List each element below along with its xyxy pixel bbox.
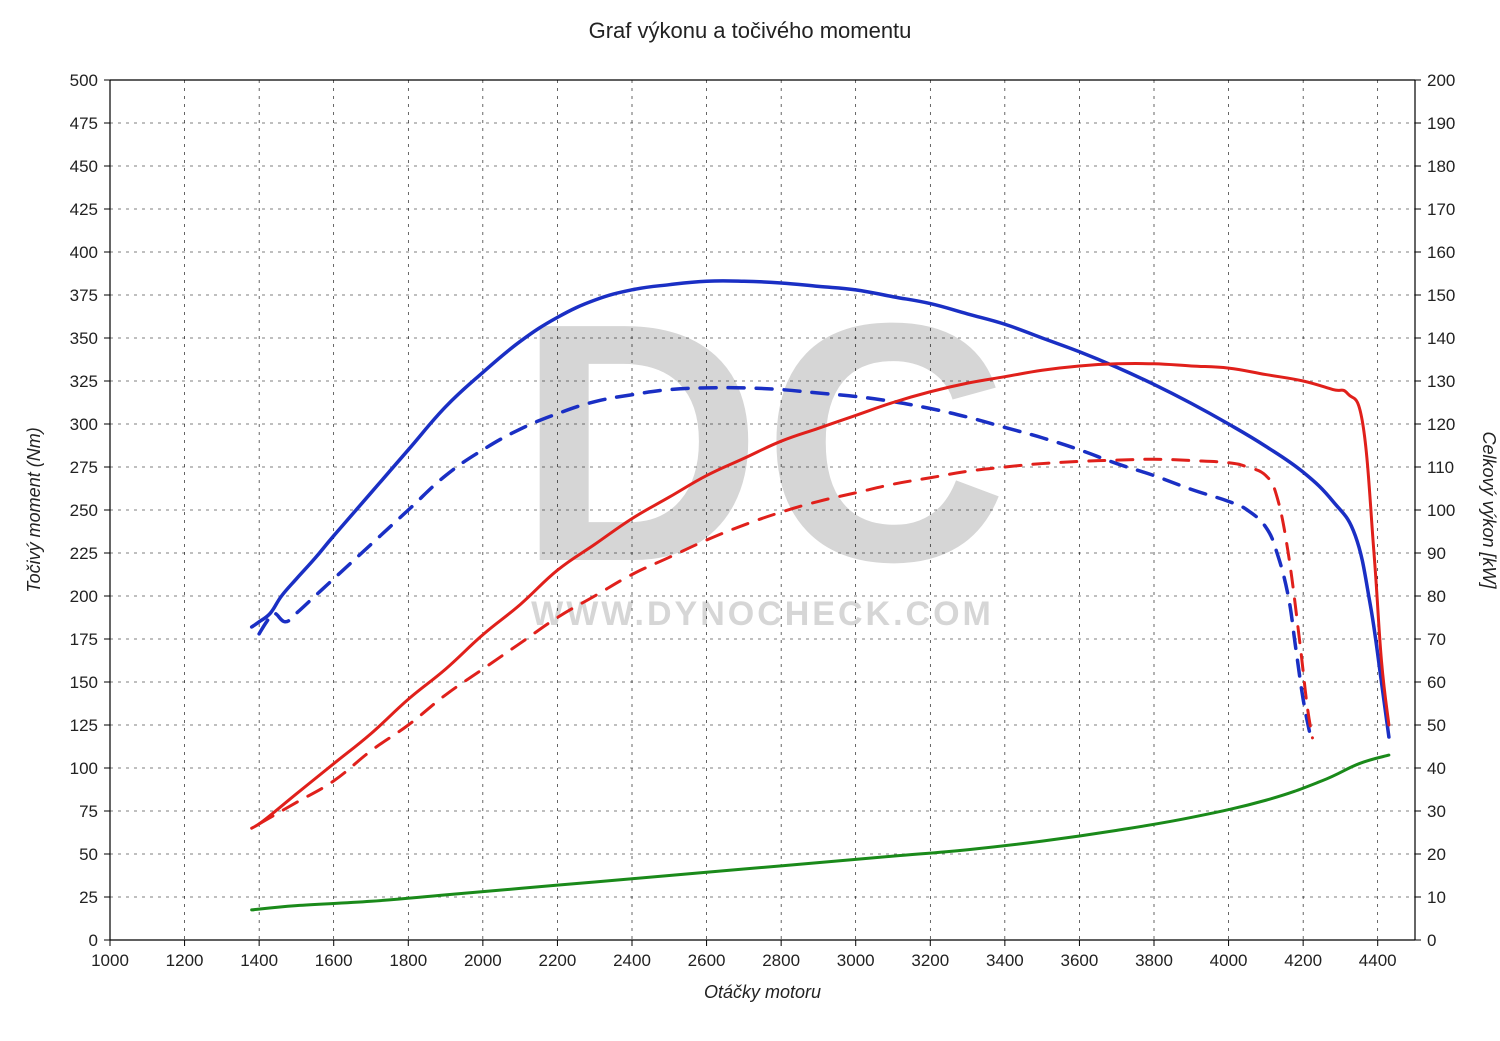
y-right-tick-label: 200 [1427, 71, 1455, 90]
x-tick-label: 1000 [91, 951, 129, 970]
y-left-tick-label: 25 [79, 888, 98, 907]
y-left-tick-label: 450 [70, 157, 98, 176]
watermark: DCWWW.DYNOCHECK.COM [517, 253, 1008, 633]
y-right-tick-label: 30 [1427, 802, 1446, 821]
y-right-tick-label: 160 [1427, 243, 1455, 262]
svg-text:WWW.DYNOCHECK.COM: WWW.DYNOCHECK.COM [531, 595, 994, 633]
x-tick-label: 2600 [688, 951, 726, 970]
y-right-axis-label: Celkový výkon [kW] [1479, 431, 1499, 589]
y-left-tick-label: 375 [70, 286, 98, 305]
x-tick-label: 3800 [1135, 951, 1173, 970]
y-left-tick-label: 0 [89, 931, 98, 950]
y-left-tick-label: 175 [70, 630, 98, 649]
x-tick-label: 3000 [837, 951, 875, 970]
x-tick-label: 2400 [613, 951, 651, 970]
y-right-tick-label: 80 [1427, 587, 1446, 606]
y-left-tick-label: 475 [70, 114, 98, 133]
x-tick-label: 1200 [166, 951, 204, 970]
y-right-tick-label: 180 [1427, 157, 1455, 176]
y-right-tick-label: 100 [1427, 501, 1455, 520]
y-left-tick-label: 325 [70, 372, 98, 391]
y-right-tick-label: 140 [1427, 329, 1455, 348]
y-left-tick-label: 350 [70, 329, 98, 348]
series-loss_solid [252, 755, 1389, 910]
x-tick-label: 4000 [1210, 951, 1248, 970]
x-tick-label: 1800 [389, 951, 427, 970]
y-right-tick-label: 110 [1427, 458, 1454, 477]
y-left-tick-label: 400 [70, 243, 98, 262]
x-tick-label: 3600 [1061, 951, 1099, 970]
y-right-tick-label: 190 [1427, 114, 1455, 133]
y-left-tick-label: 200 [70, 587, 98, 606]
x-tick-label: 1400 [240, 951, 278, 970]
chart-container: Graf výkonu a točivého momentu DCWWW.DYN… [0, 0, 1500, 1041]
y-left-axis-label: Točivý moment (Nm) [24, 427, 44, 592]
y-right-tick-label: 0 [1427, 931, 1436, 950]
y-left-tick-label: 100 [70, 759, 98, 778]
y-right-tick-label: 120 [1427, 415, 1455, 434]
x-tick-label: 2000 [464, 951, 502, 970]
y-right-tick-label: 10 [1427, 888, 1446, 907]
y-left-tick-label: 300 [70, 415, 98, 434]
x-tick-label: 4400 [1359, 951, 1397, 970]
x-tick-label: 2800 [762, 951, 800, 970]
y-left-tick-label: 125 [70, 716, 98, 735]
y-left-tick-label: 75 [79, 802, 98, 821]
y-left-tick-label: 150 [70, 673, 98, 692]
y-left-tick-label: 500 [70, 71, 98, 90]
y-left-tick-label: 225 [70, 544, 98, 563]
dyno-chart: DCWWW.DYNOCHECK.COM100012001400160018002… [0, 0, 1500, 1041]
y-right-tick-label: 60 [1427, 673, 1446, 692]
y-right-tick-label: 150 [1427, 286, 1455, 305]
y-right-tick-label: 20 [1427, 845, 1446, 864]
y-left-tick-label: 425 [70, 200, 98, 219]
svg-text:DC: DC [517, 253, 1008, 633]
x-tick-label: 3200 [911, 951, 949, 970]
chart-title: Graf výkonu a točivého momentu [0, 18, 1500, 44]
y-right-tick-label: 50 [1427, 716, 1446, 735]
x-tick-label: 1600 [315, 951, 353, 970]
x-tick-label: 2200 [539, 951, 577, 970]
y-right-tick-label: 130 [1427, 372, 1455, 391]
x-tick-label: 4200 [1284, 951, 1322, 970]
x-axis-label: Otáčky motoru [704, 982, 821, 1002]
y-right-tick-label: 90 [1427, 544, 1446, 563]
y-left-tick-label: 250 [70, 501, 98, 520]
y-right-tick-label: 40 [1427, 759, 1446, 778]
x-tick-label: 3400 [986, 951, 1024, 970]
y-left-tick-label: 275 [70, 458, 98, 477]
y-left-tick-label: 50 [79, 845, 98, 864]
y-right-tick-label: 70 [1427, 630, 1446, 649]
y-right-tick-label: 170 [1427, 200, 1455, 219]
